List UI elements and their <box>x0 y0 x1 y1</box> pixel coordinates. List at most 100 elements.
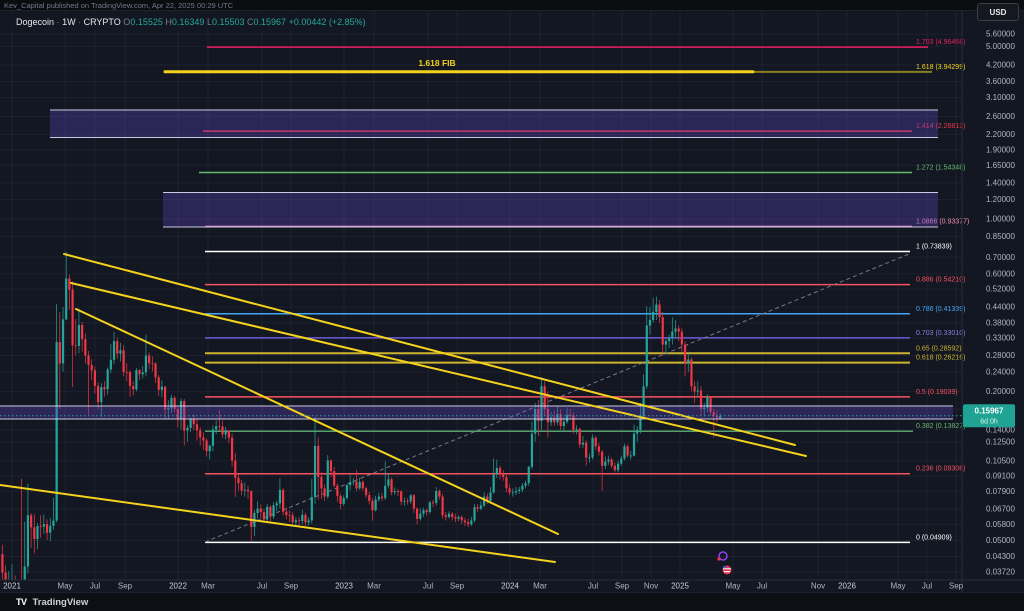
trend-line[interactable] <box>75 308 559 535</box>
time-axis-label: Jul <box>257 582 267 591</box>
time-axis-label: 2022 <box>169 582 187 591</box>
candle-body <box>173 397 176 409</box>
time-axis-label: May <box>725 582 740 591</box>
candle-body <box>511 492 514 494</box>
candle-body <box>562 421 565 426</box>
price-axis[interactable]: 5.60000 5.00000 4.20000 3.60000 3.10000 2.600… <box>986 30 1015 577</box>
candle-body <box>109 359 112 370</box>
price-axis-label: 0.04300 <box>986 552 1015 561</box>
stickers-layer[interactable] <box>717 551 732 575</box>
candle-body <box>81 324 84 340</box>
candle-body <box>176 408 179 420</box>
candle-body <box>553 417 556 423</box>
candle-body <box>288 515 291 516</box>
candle-body <box>578 428 581 445</box>
fib-bands-layer[interactable] <box>0 109 953 420</box>
time-axis-label: Jul <box>757 582 767 591</box>
candle-body <box>329 460 333 472</box>
candle-body <box>556 414 559 423</box>
trend-line[interactable] <box>70 282 807 457</box>
fib-level-label: 0.886 (0.54210) <box>916 277 965 284</box>
candle-body <box>333 471 336 486</box>
sticker-dot <box>717 557 721 561</box>
time-axis-label: 2024 <box>501 582 519 591</box>
symbol-name[interactable]: Dogecoin <box>16 17 55 27</box>
candle-body <box>416 508 419 519</box>
tradingview-logo-text[interactable]: TradingView <box>32 596 89 608</box>
currency-toggle-button[interactable]: USD <box>977 3 1019 21</box>
candle-body <box>97 385 100 403</box>
candle-body <box>521 485 524 490</box>
candle-body <box>323 488 326 497</box>
candle-body <box>648 319 652 326</box>
candle-body <box>320 476 323 489</box>
tradingview-logo-icon[interactable]: TV <box>16 597 27 607</box>
price-axis-label: 0.10500 <box>986 456 1015 465</box>
candle-body <box>435 491 438 503</box>
time-axis[interactable]: 2021 May Jul Sep 2022 Mar Jul Sep 2023 Mar Jul Sep 2… <box>3 582 964 591</box>
candle-body <box>301 514 304 521</box>
fib-level-label: 1.703 (4.96468) <box>916 39 965 46</box>
candle-body <box>527 466 530 484</box>
fib-level-label: 1.414 (2.26813) <box>916 123 965 130</box>
price-axis-label: 4.20000 <box>986 61 1015 70</box>
candle-body <box>406 500 409 502</box>
candle-body <box>272 505 275 517</box>
candle-body <box>49 525 52 533</box>
candle-body <box>431 502 435 504</box>
candle-body <box>266 506 269 520</box>
candle-body <box>412 495 416 509</box>
candle-body <box>403 500 406 502</box>
price-axis-label: 0.85000 <box>986 232 1015 241</box>
candle-body <box>543 386 546 409</box>
price-zone-band[interactable] <box>50 109 938 138</box>
candle-body <box>358 481 361 489</box>
trend-line[interactable] <box>0 484 556 563</box>
time-axis-label: May <box>57 582 72 591</box>
fib-level-label: 1 (0.73839) <box>916 244 952 251</box>
candle-body <box>680 331 683 345</box>
candle-body <box>52 520 55 526</box>
chart-background <box>0 11 1024 592</box>
candle-body <box>613 465 616 471</box>
candle-body <box>58 342 61 364</box>
candle-body <box>581 442 585 445</box>
candle-body <box>307 520 310 523</box>
time-axis-label: Sep <box>949 582 964 591</box>
candle-body <box>652 312 655 320</box>
purple-ring-sticker-icon[interactable] <box>718 551 728 561</box>
candle-body <box>364 488 368 496</box>
trend-line[interactable] <box>63 253 796 446</box>
candle-body <box>390 479 393 493</box>
candle-body <box>135 370 138 390</box>
candle-body <box>620 458 623 464</box>
open-value: 0.15525 <box>130 17 163 27</box>
candle-body <box>569 414 572 416</box>
price-axis-label: 1.20000 <box>986 195 1015 204</box>
fib-retracement-levels[interactable]: 1.703 (4.96468) 1.618 (3.94299) 1.414 (2.2… <box>199 39 969 544</box>
candle-body <box>537 408 540 421</box>
candle-body <box>674 328 677 332</box>
price-axis-label: 0.44000 <box>986 303 1015 312</box>
candle-body <box>313 445 317 498</box>
candle-body <box>565 414 569 422</box>
candle-body <box>585 442 588 458</box>
time-axis-label: May <box>890 582 905 591</box>
candle-body <box>559 414 562 426</box>
candle-body <box>243 489 246 491</box>
candle-body <box>495 467 498 475</box>
trendlines-layer[interactable] <box>0 70 807 563</box>
candle-body <box>215 426 218 430</box>
price-axis-label: 0.07900 <box>986 487 1015 496</box>
candle-body <box>588 457 591 459</box>
candle-body <box>151 363 154 365</box>
symbol-header[interactable]: Dogecoin · 1W · CRYPTO O0.15525 H0.16349… <box>8 14 374 30</box>
price-zone-band[interactable] <box>163 192 938 228</box>
candle-body <box>352 481 355 483</box>
candle-body <box>393 491 396 493</box>
price-zone-band[interactable] <box>0 405 953 419</box>
symbol-interval[interactable]: 1W <box>62 17 76 27</box>
candle-body <box>106 369 109 390</box>
